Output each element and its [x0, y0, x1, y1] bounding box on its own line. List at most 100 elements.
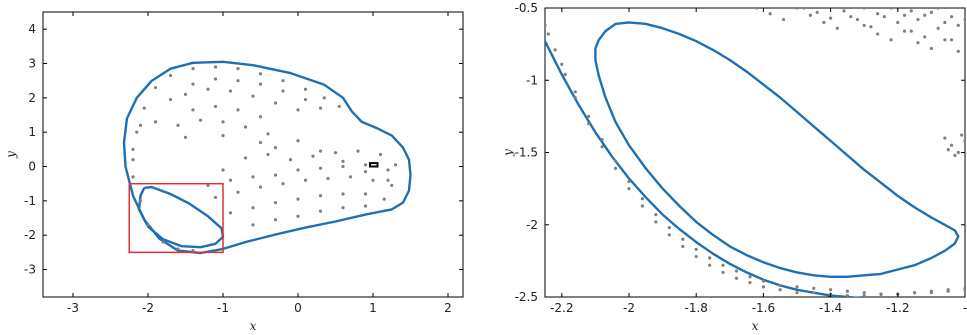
data-point [849, 15, 853, 19]
data-point [386, 178, 390, 182]
data-point [191, 67, 195, 71]
x-tick-label: -2.2 [550, 301, 573, 315]
data-point [902, 29, 907, 33]
data-point [303, 178, 308, 182]
y-tick-label: -2 [526, 218, 538, 232]
data-point [845, 293, 849, 297]
data-point [943, 20, 947, 25]
data-point [168, 97, 173, 102]
data-point [191, 82, 195, 86]
data-point [393, 163, 398, 167]
data-point [206, 87, 210, 91]
data-point [708, 263, 712, 267]
data-point [356, 149, 360, 153]
data-point [923, 13, 927, 17]
data-point [341, 159, 345, 163]
data-point [281, 89, 285, 93]
data-point [281, 182, 285, 186]
data-point [902, 13, 907, 17]
data-point [829, 288, 833, 292]
data-point [815, 10, 819, 14]
x-tick-label: -2 [623, 301, 635, 315]
data-point [913, 291, 917, 295]
data-point [138, 123, 143, 127]
data-point [303, 97, 308, 102]
data-point [835, 26, 839, 30]
data-point [963, 17, 965, 22]
data-point [600, 145, 604, 149]
data-point [142, 106, 146, 110]
data-point [198, 118, 203, 122]
data-point [326, 176, 330, 181]
plot-frame [42, 11, 464, 298]
data-point [131, 147, 135, 151]
data-point [221, 134, 225, 138]
data-point [337, 104, 341, 109]
y-tick-label: -1.5 [515, 146, 538, 160]
data-point [916, 17, 920, 22]
data-point [721, 270, 725, 275]
data-point [213, 65, 218, 69]
data-point [363, 204, 368, 208]
data-point [333, 151, 338, 155]
x-tick-label: - [963, 301, 967, 315]
data-point [795, 285, 799, 289]
data-point [251, 175, 255, 179]
data-point [587, 114, 591, 118]
data-point [654, 213, 658, 217]
data-point [755, 8, 759, 10]
data-point [808, 13, 813, 17]
data-point [822, 20, 826, 25]
data-point [876, 32, 880, 36]
data-point [322, 96, 326, 100]
data-point [654, 220, 658, 224]
data-point [681, 244, 685, 249]
data-point [563, 72, 567, 77]
data-point [221, 120, 225, 124]
data-point [213, 104, 218, 109]
y-tick-label: -3 [24, 263, 36, 277]
data-point [862, 23, 866, 27]
data-point [258, 140, 263, 145]
y-tick-label: -0.5 [515, 1, 538, 15]
point-cloud [755, 8, 965, 157]
data-point [228, 178, 233, 182]
data-point [613, 159, 618, 163]
data-point [681, 237, 685, 241]
data-point [923, 35, 927, 39]
x-axis-label: x [752, 319, 759, 333]
data-point [812, 291, 816, 295]
y-tick-label: 1 [28, 125, 36, 139]
data-point [258, 115, 263, 119]
data-point [153, 85, 158, 90]
data-point [795, 8, 799, 10]
data-point [296, 108, 300, 112]
data-point [929, 10, 934, 14]
x-tick-label: -1.4 [819, 301, 842, 315]
data-point [748, 275, 752, 279]
data-point [183, 92, 188, 97]
data-point [236, 79, 240, 83]
data-point [845, 289, 850, 293]
data-point [963, 139, 965, 143]
zoom-rect [128, 182, 224, 254]
series-curve [137, 185, 225, 249]
data-point [251, 94, 255, 98]
data-point [266, 132, 270, 136]
x-axis-label: x [250, 319, 257, 333]
data-point [946, 148, 950, 152]
data-point [176, 247, 180, 251]
x-tick-label: 0 [294, 301, 302, 315]
data-point [949, 143, 954, 147]
data-point [781, 17, 786, 22]
data-point [273, 101, 278, 105]
data-point [949, 38, 954, 42]
data-point [778, 283, 782, 288]
data-point [694, 254, 698, 259]
data-point [876, 12, 880, 16]
data-point [708, 256, 712, 260]
data-point [573, 95, 577, 100]
plot-area [545, 8, 965, 297]
y-tick-label: -2 [24, 228, 36, 242]
x-tick-label: -1.6 [752, 301, 775, 315]
